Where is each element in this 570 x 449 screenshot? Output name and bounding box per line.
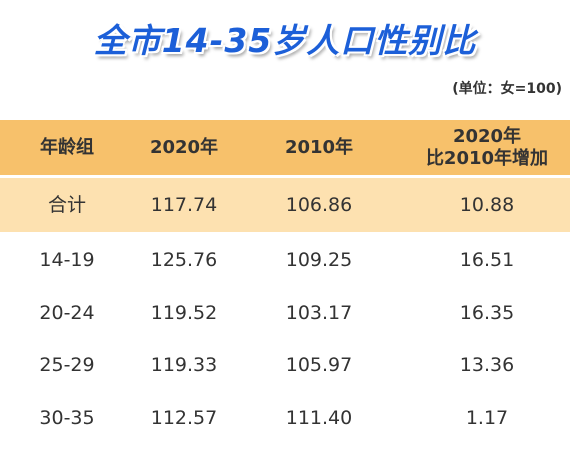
header-cell: 年龄组	[40, 136, 94, 158]
table-row: 25-29 119.33 105.97 13.36	[0, 339, 570, 391]
table-cell: 25-29	[39, 354, 95, 376]
header-line: 2020年	[452, 125, 522, 147]
table-cell: 合计	[47, 194, 86, 216]
table-cell: 16.51	[459, 249, 515, 271]
table-row: 20-24 119.52 103.17 16.35	[0, 287, 570, 339]
header-line: 比2010年增加	[425, 147, 549, 169]
table-cell: 14-19	[39, 249, 95, 271]
table-cell: 106.86	[285, 194, 353, 216]
table-row: 14-19 125.76 109.25 16.51	[0, 234, 570, 286]
table-row: 30-35 112.57 111.40 1.17	[0, 392, 570, 444]
header-row: 年龄组 2020年 2010年 2020年 比2010年增加	[0, 120, 570, 175]
table-cell: 125.76	[150, 249, 218, 271]
table-row: 合计 117.74 106.86 10.88	[0, 178, 570, 232]
table-cell: 119.33	[150, 354, 218, 376]
table-cell: 109.25	[285, 249, 353, 271]
table-cell: 30-35	[39, 407, 95, 429]
table-cell: 1.17	[465, 407, 509, 429]
unit-note: (单位：女=100)	[452, 81, 562, 97]
table-cell: 112.57	[150, 407, 218, 429]
table-cell: 119.52	[150, 302, 218, 324]
table-cell: 16.35	[459, 302, 515, 324]
table-cell: 117.74	[150, 194, 218, 216]
header-cell: 2020年 比2010年增加	[404, 126, 570, 170]
table-cell: 13.36	[459, 354, 515, 376]
title: 全市14-35岁人口性别比	[93, 21, 477, 60]
table-cell: 10.88	[459, 194, 515, 216]
table-cell: 20-24	[39, 302, 95, 324]
table-cell: 111.40	[285, 407, 353, 429]
table-cell: 103.17	[285, 302, 353, 324]
table-cell: 105.97	[285, 354, 353, 376]
header-cell: 2020年	[149, 136, 219, 158]
header-cell: 2010年	[284, 136, 354, 158]
